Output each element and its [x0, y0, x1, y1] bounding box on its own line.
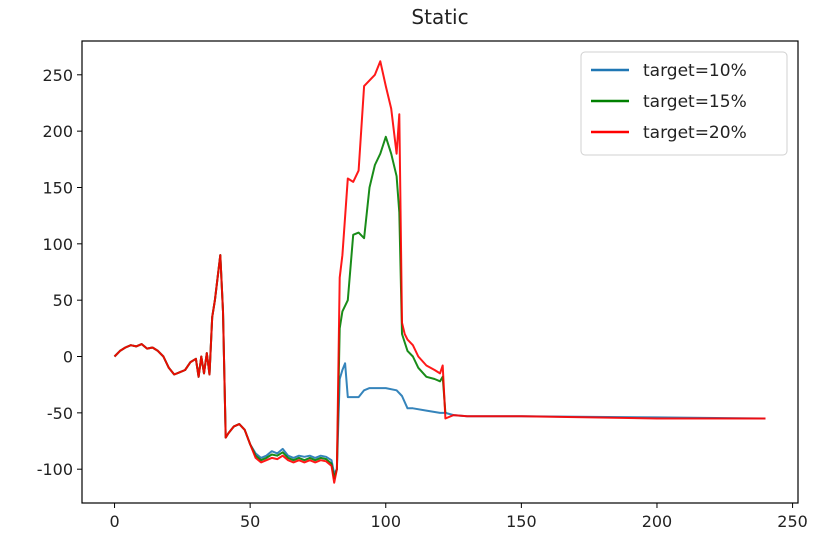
y-tick-label: 100 [42, 235, 73, 254]
series-line-3 [113, 60, 766, 484]
y-tick-label: 250 [42, 66, 73, 85]
x-tick-label: 250 [777, 512, 808, 531]
y-tick-label: -50 [47, 404, 73, 423]
legend-entry-2: target=15% [643, 92, 747, 112]
y-tick-label: 0 [63, 348, 73, 367]
x-tick-label: 150 [506, 512, 537, 531]
y-tick-label: 50 [53, 291, 73, 310]
x-tick-label: 200 [642, 512, 673, 531]
y-tick-label: 150 [42, 178, 73, 197]
plot-frame [81, 40, 799, 504]
chart-title: Static [411, 5, 468, 29]
series-line-2 [113, 135, 447, 480]
legend: target=10% target=15% target=20% [580, 51, 788, 156]
x-tick-label: 50 [240, 512, 260, 531]
series-line-1 [113, 254, 766, 475]
legend-entry-1: target=10% [643, 61, 747, 81]
legend-entry-3: target=20% [643, 123, 747, 143]
legend-box [580, 51, 788, 156]
y-tick-label: -100 [37, 460, 73, 479]
x-tick-label: 0 [109, 512, 119, 531]
x-tick-label: 100 [370, 512, 401, 531]
y-tick-label: 200 [42, 122, 73, 141]
